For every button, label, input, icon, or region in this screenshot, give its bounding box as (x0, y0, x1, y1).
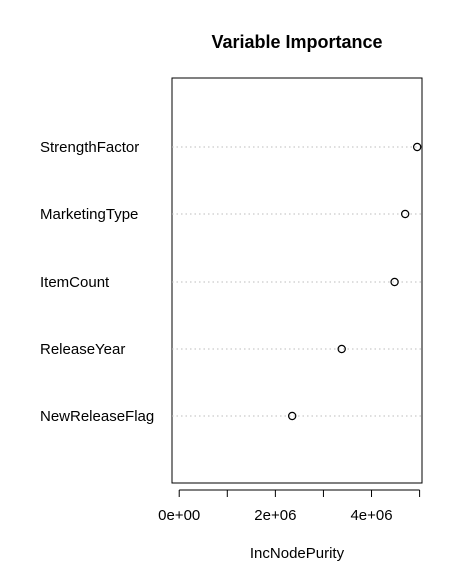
x-tick-label: 0e+00 (158, 507, 200, 524)
data-point (412, 142, 422, 152)
plot-frame (171, 77, 423, 484)
x-axis-label: IncNodePurity (250, 545, 345, 562)
data-point (337, 344, 346, 354)
category-label: StrengthFactor (40, 139, 139, 156)
data-point (287, 411, 297, 421)
x-axis-ticks (178, 490, 421, 497)
data-point (390, 277, 399, 287)
x-tick-label: 2e+06 (254, 507, 296, 524)
data-point (400, 209, 410, 219)
data-points (287, 142, 422, 421)
guide-lines (172, 146, 422, 417)
category-label: ReleaseYear (40, 341, 125, 358)
x-tick-label: 4e+06 (350, 507, 392, 524)
category-label: NewReleaseFlag (40, 408, 154, 425)
chart-title: Variable Importance (211, 32, 382, 52)
x-axis-tick-labels: 0e+00 2e+06 4e+06 (158, 507, 392, 524)
category-label: ItemCount (40, 274, 110, 291)
category-labels: StrengthFactor MarketingType ItemCount Rele… (40, 139, 154, 425)
category-label: MarketingType (40, 206, 138, 223)
